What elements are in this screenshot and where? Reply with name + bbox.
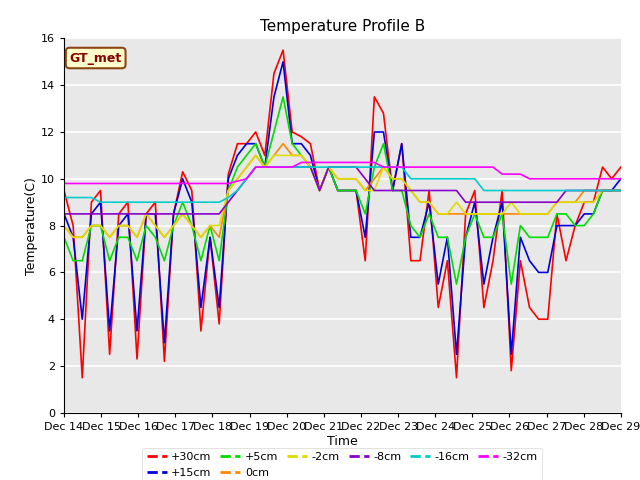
-16cm [115, 199, 123, 205]
-32cm [106, 180, 113, 186]
+30cm [562, 258, 570, 264]
Line: -8cm: -8cm [64, 167, 621, 214]
+15cm [407, 234, 415, 240]
-2cm [252, 153, 260, 158]
-8cm [252, 164, 260, 170]
-8cm [553, 199, 561, 205]
-32cm [298, 159, 305, 165]
-2cm [215, 223, 223, 228]
+30cm [416, 258, 424, 264]
-32cm [407, 164, 415, 170]
+5cm [60, 234, 68, 240]
+15cm [617, 176, 625, 181]
+15cm [106, 328, 113, 334]
+30cm [352, 188, 360, 193]
+5cm [562, 211, 570, 217]
-16cm [60, 195, 68, 201]
-8cm [617, 188, 625, 193]
-32cm [60, 180, 68, 186]
Line: 0cm: 0cm [64, 144, 621, 237]
-16cm [252, 164, 260, 170]
+5cm [617, 188, 625, 193]
-2cm [562, 199, 570, 205]
-16cm [215, 199, 223, 205]
+5cm [407, 223, 415, 228]
+15cm [206, 234, 214, 240]
-16cm [352, 164, 360, 170]
0cm [215, 234, 223, 240]
Line: +5cm: +5cm [64, 97, 621, 284]
+5cm [206, 223, 214, 228]
-2cm [69, 234, 77, 240]
-8cm [106, 211, 113, 217]
0cm [69, 234, 77, 240]
+5cm [452, 281, 460, 287]
X-axis label: Time: Time [327, 434, 358, 448]
Line: +15cm: +15cm [64, 62, 621, 354]
+5cm [343, 188, 351, 193]
-16cm [97, 199, 104, 205]
-2cm [60, 223, 68, 228]
+30cm [115, 211, 123, 217]
0cm [416, 199, 424, 205]
+15cm [170, 211, 177, 217]
-32cm [553, 176, 561, 181]
Y-axis label: Temperature(C): Temperature(C) [25, 177, 38, 275]
0cm [562, 199, 570, 205]
+30cm [279, 47, 287, 53]
Line: -32cm: -32cm [64, 162, 621, 183]
+15cm [60, 211, 68, 217]
-32cm [617, 176, 625, 181]
-8cm [343, 164, 351, 170]
+30cm [179, 169, 186, 175]
-8cm [170, 211, 177, 217]
Line: -2cm: -2cm [64, 156, 621, 237]
+30cm [79, 375, 86, 381]
-2cm [617, 188, 625, 193]
Text: GT_met: GT_met [70, 51, 122, 64]
-2cm [416, 199, 424, 205]
-32cm [343, 159, 351, 165]
-32cm [170, 180, 177, 186]
-2cm [179, 211, 186, 217]
0cm [179, 211, 186, 217]
+5cm [279, 94, 287, 100]
-16cm [416, 176, 424, 181]
0cm [617, 188, 625, 193]
Line: -16cm: -16cm [64, 167, 621, 202]
-8cm [407, 188, 415, 193]
-8cm [206, 211, 214, 217]
0cm [115, 223, 123, 228]
-2cm [115, 223, 123, 228]
-16cm [617, 188, 625, 193]
0cm [279, 141, 287, 146]
+15cm [452, 351, 460, 357]
+30cm [60, 188, 68, 193]
-2cm [352, 176, 360, 181]
+30cm [617, 164, 625, 170]
+5cm [170, 223, 177, 228]
+30cm [215, 321, 223, 327]
+15cm [562, 223, 570, 228]
-32cm [206, 180, 214, 186]
Line: +30cm: +30cm [64, 50, 621, 378]
Legend: +30cm, +15cm, +5cm, 0cm, -2cm, -8cm, -16cm, -32cm: +30cm, +15cm, +5cm, 0cm, -2cm, -8cm, -16… [142, 448, 543, 480]
-16cm [562, 188, 570, 193]
Title: Temperature Profile B: Temperature Profile B [260, 20, 425, 35]
-16cm [179, 199, 186, 205]
+5cm [106, 258, 113, 264]
-8cm [60, 211, 68, 217]
+15cm [343, 188, 351, 193]
0cm [60, 223, 68, 228]
+15cm [279, 59, 287, 65]
0cm [352, 176, 360, 181]
